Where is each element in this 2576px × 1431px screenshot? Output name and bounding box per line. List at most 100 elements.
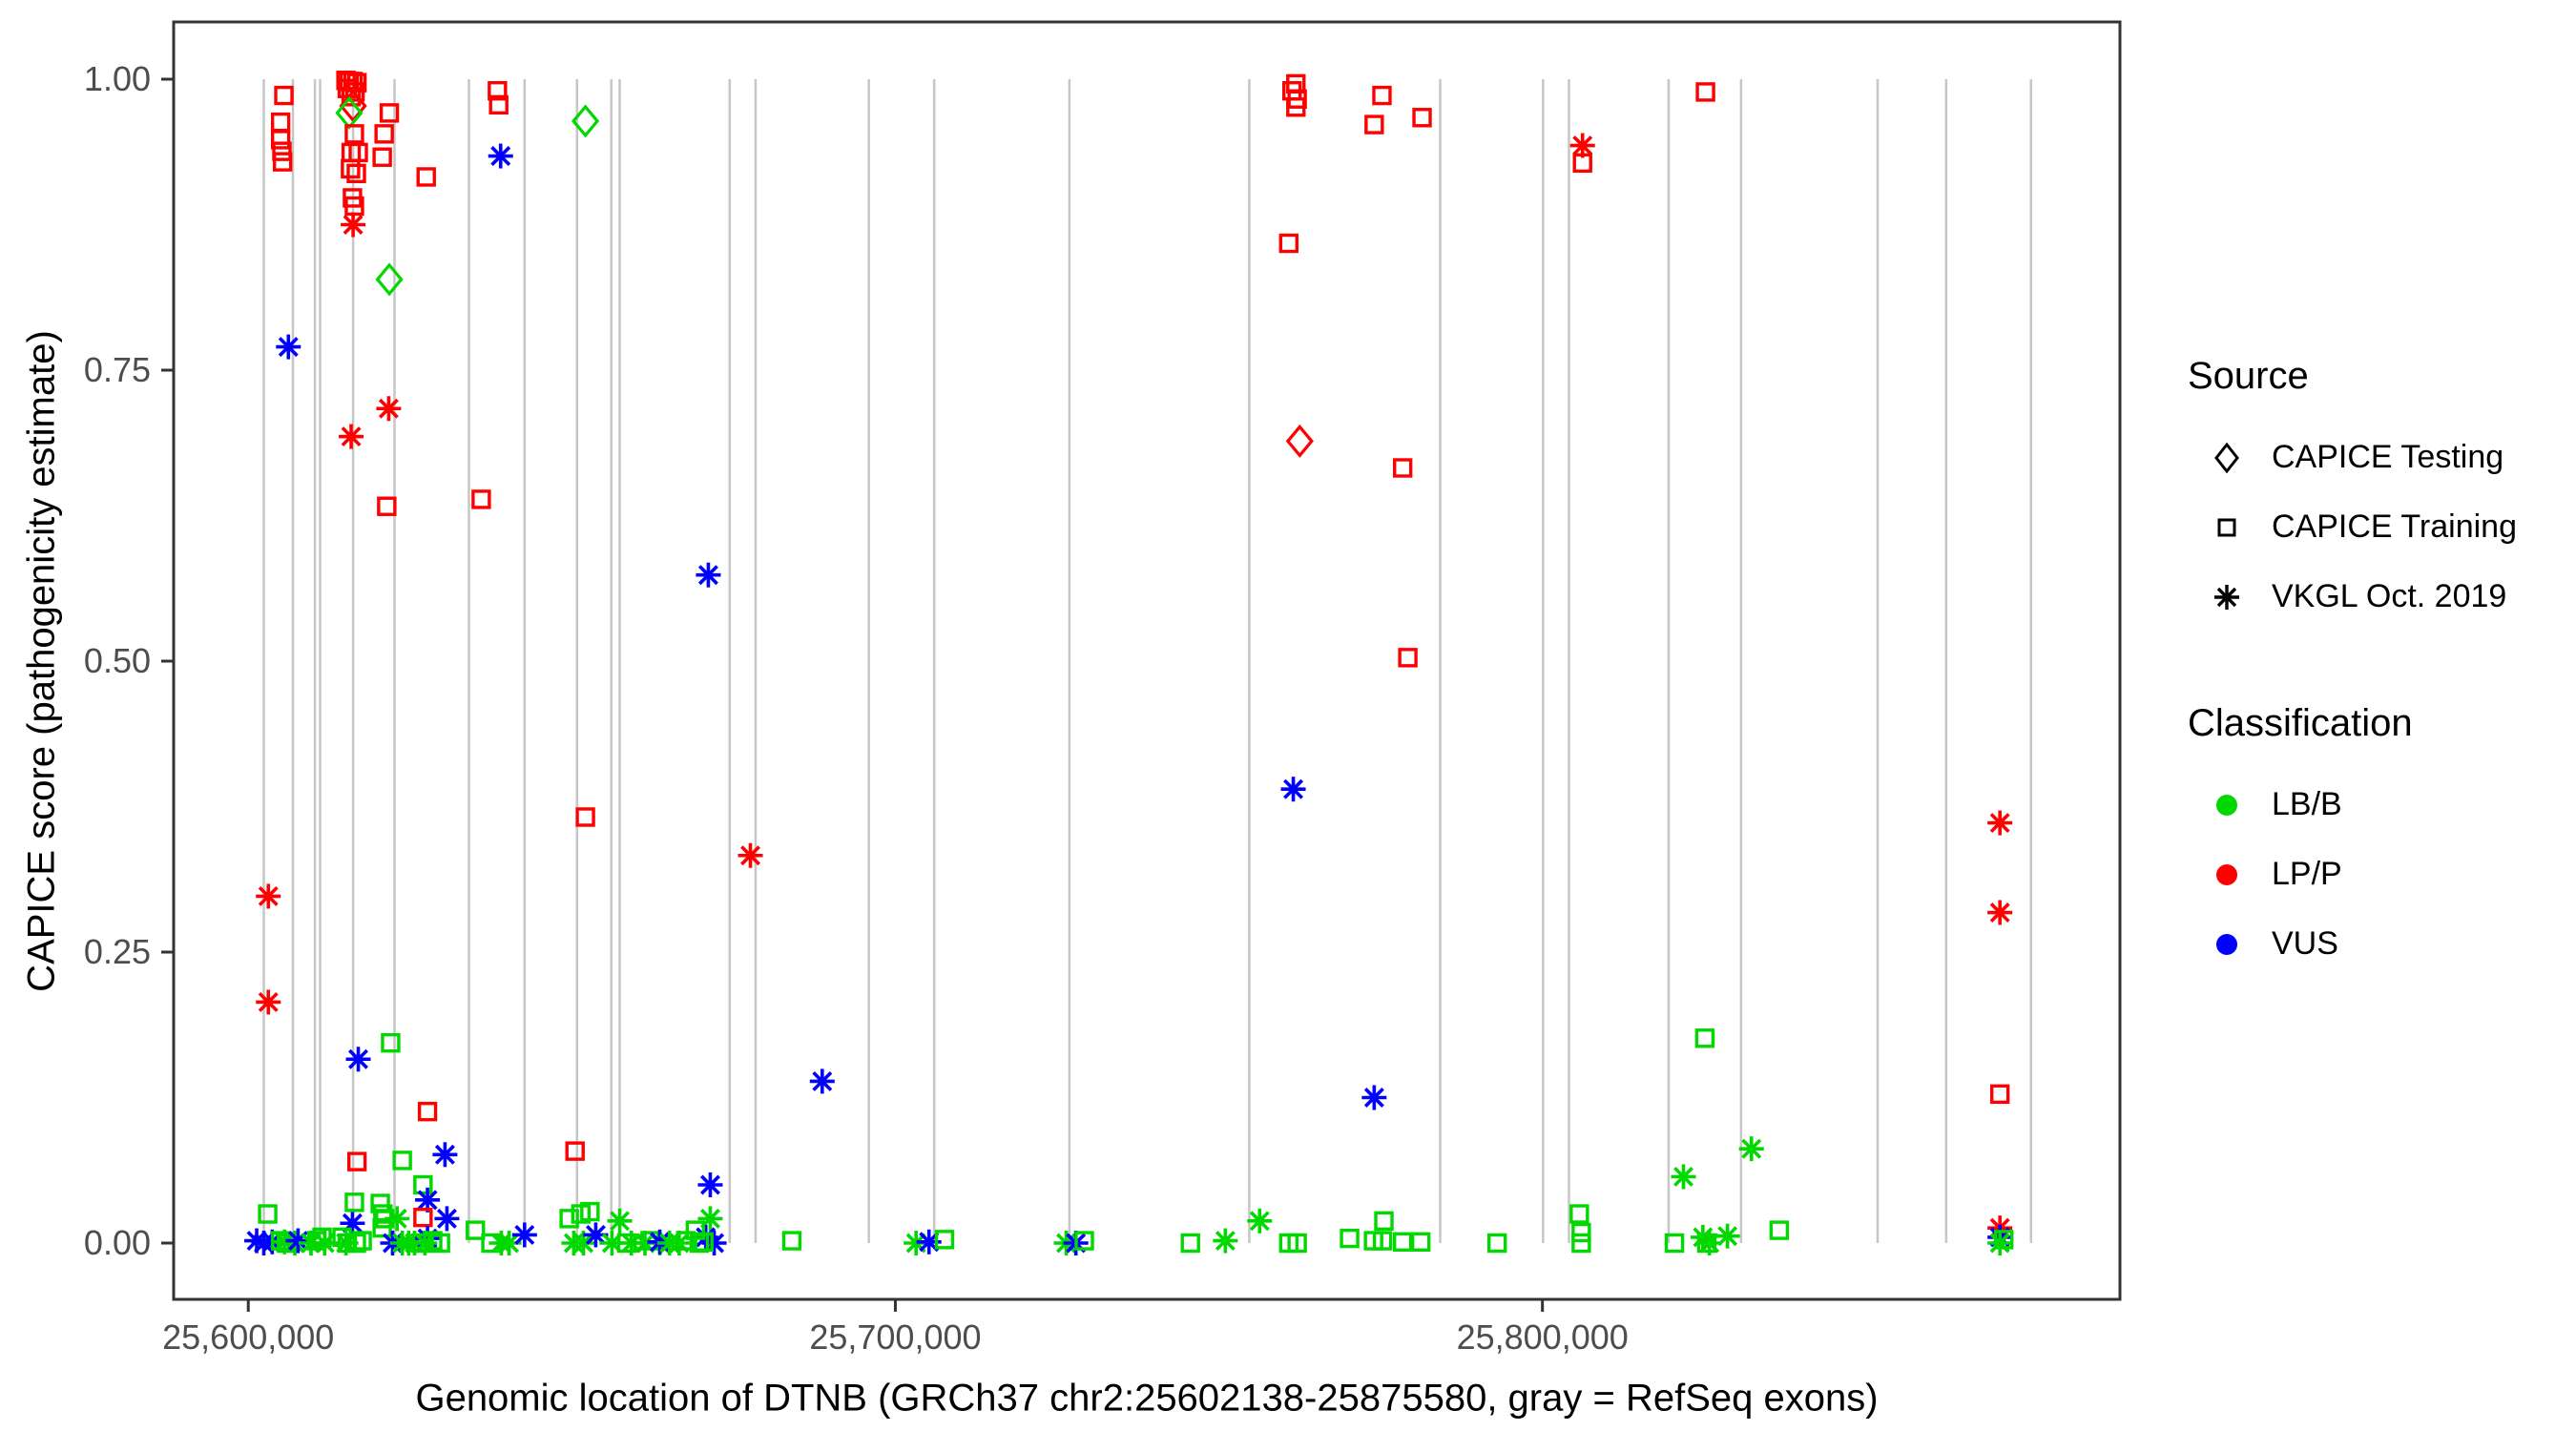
data-point [583,1222,609,1248]
data-point [384,1206,410,1232]
red-dot-icon [2216,863,2237,885]
legend-source-title: Source [2188,355,2309,397]
data-point [344,1192,364,1213]
data-point [1285,424,1314,458]
green-dot-icon [2216,794,2237,816]
data-point [696,562,721,588]
data-point [1278,233,1299,254]
data-point [1738,1136,1764,1162]
data-point [1714,1223,1740,1249]
data-point [1364,114,1384,135]
data-point [1694,1028,1715,1048]
data-point [1989,1084,2010,1105]
data-point [270,112,291,133]
data-point [1987,1231,2013,1255]
x-tick-label: 25,700,000 [809,1317,981,1357]
data-point [432,1142,458,1168]
data-point [488,143,513,169]
data-point [1287,1233,1307,1254]
data-point [1392,458,1413,478]
panel-border [172,20,2122,1301]
data-point [417,1101,438,1122]
data-point [1074,1231,1094,1251]
data-point [274,85,294,106]
legend-classification: Classification LB/B LP/P VUS [2188,702,2413,979]
data-point [1987,810,2013,836]
data-point [256,989,281,1015]
data-point [413,1174,433,1195]
data-point [381,1032,401,1053]
data-point [276,334,301,360]
x-tick-label: 25,800,000 [1457,1317,1629,1357]
data-point [580,1201,600,1222]
data-point [434,1206,460,1232]
legend-item-label: VKGL Oct. 2019 [2272,578,2507,614]
data-point [1280,777,1306,802]
data-point [345,1047,371,1072]
data-point [412,1231,438,1255]
blue-dot-icon [2216,933,2237,955]
asterisk-icon [2214,584,2239,610]
data-point [1340,1228,1360,1249]
data-point [471,489,491,509]
data-point [809,1068,835,1094]
data-point [372,147,392,167]
data-point [1671,1164,1696,1190]
data-point [341,87,362,107]
data-point [1374,1211,1394,1232]
legend-item-label: LP/P [2272,856,2342,892]
data-point [1571,1233,1591,1254]
data-point [607,1208,633,1234]
data-point [341,212,366,238]
data-point [694,1232,714,1252]
data-point [339,424,364,449]
data-point [1696,1231,1722,1255]
data-point [1398,648,1418,668]
data-point [270,130,291,150]
data-point [1569,1204,1589,1224]
data-point [934,1230,955,1250]
data-point [272,141,292,161]
data-point [341,158,361,179]
data-point [258,1204,278,1224]
x-axis-title: Genomic location of DTNB (GRCh37 chr2:25… [415,1377,1879,1420]
data-point [344,82,365,102]
y-tick-label: 0.25 [84,932,151,971]
legend-item-label: VUS [2272,925,2338,962]
data-point [1571,1222,1591,1243]
data-point [346,1151,367,1172]
data-point [1412,108,1432,128]
data-point [511,1222,537,1248]
data-point [379,103,400,123]
data-point [1361,1085,1387,1110]
legend-item-label: CAPICE Training [2272,508,2517,545]
data-point [737,842,763,868]
data-point [333,1231,359,1255]
diamond-icon [2214,442,2239,473]
data-point [272,152,293,172]
data-point [372,1217,392,1238]
data-point [1372,1231,1393,1251]
y-tick-label: 1.00 [84,59,151,98]
legend-item-vkgl: VKGL Oct. 2019 [2188,562,2517,632]
legend-item-capice-testing: CAPICE Testing [2188,423,2517,492]
legend-item-label: LB/B [2272,786,2342,822]
legend-item-capice-training: CAPICE Training [2188,492,2517,562]
y-tick-label: 0.50 [84,641,151,680]
data-point [1286,97,1306,117]
data-point [344,124,364,144]
data-point [1410,1232,1431,1252]
data-point [1486,1233,1507,1254]
data-point [413,1207,433,1228]
square-icon [2217,518,2236,536]
data-point [697,1172,723,1197]
data-point [466,1220,486,1240]
data-point [559,1209,579,1229]
x-tick-label: 25,600,000 [162,1317,334,1357]
data-point [571,104,600,138]
data-point [697,1206,723,1232]
data-point [352,1231,372,1251]
data-point [376,396,402,422]
